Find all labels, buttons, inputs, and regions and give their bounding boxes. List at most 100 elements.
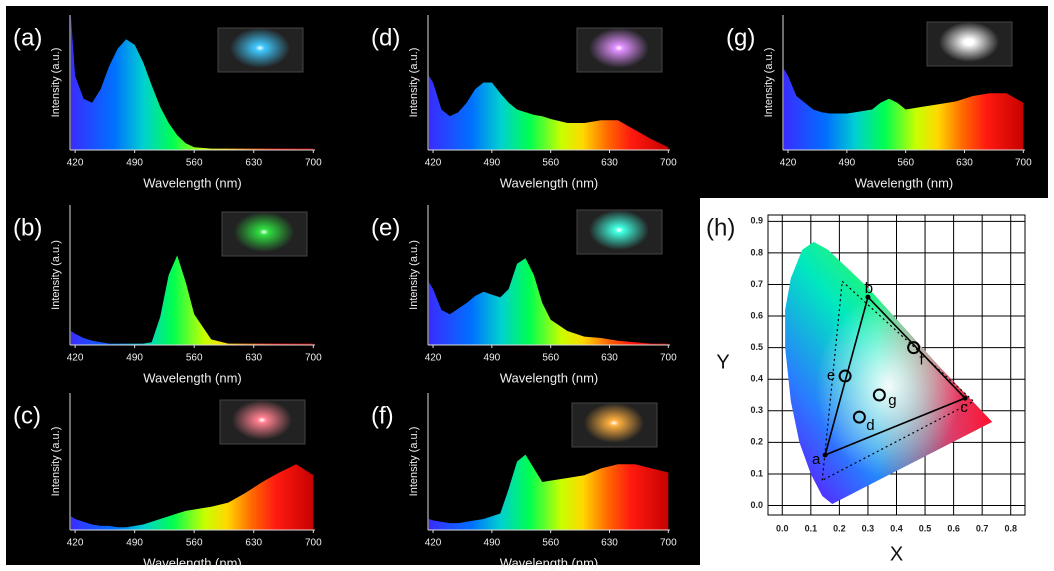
x-axis-title: Wavelength (nm)	[500, 175, 599, 190]
spectrum-area	[783, 69, 1024, 150]
y-tick-label: 0.8	[750, 247, 763, 257]
y-tick-label: 0.0	[750, 500, 763, 510]
data-point	[872, 388, 886, 402]
spectrum-area	[428, 454, 669, 530]
spectrum-area	[70, 15, 314, 150]
x-tick-label: 630	[601, 538, 618, 549]
point-label: c	[960, 399, 968, 416]
x-tick-label: 0.8	[1004, 523, 1017, 533]
x-tick-label: 630	[245, 353, 262, 364]
x-tick-label: 560	[542, 353, 559, 364]
point-label: f	[920, 352, 925, 369]
x-tick-label: 490	[484, 538, 501, 549]
inset-glow	[230, 28, 290, 68]
x-tick-label: 490	[484, 353, 501, 364]
x-axis-title: Wavelength (nm)	[143, 555, 242, 570]
y-axis-title: Intensity (a.u.)	[763, 48, 775, 118]
x-tick-label: 560	[186, 158, 203, 169]
y-axis-title: Intensity (a.u.)	[50, 48, 62, 118]
x-tick-label: 700	[660, 353, 677, 364]
panel-label: (h)	[706, 214, 735, 241]
x-tick-label: 630	[956, 158, 973, 169]
x-tick-label: 490	[126, 538, 143, 549]
x-tick-label: 490	[126, 353, 143, 364]
data-point	[838, 369, 852, 383]
x-tick-label: 490	[484, 158, 501, 169]
x-axis-title: Wavelength (nm)	[500, 555, 599, 570]
x-tick-label: 700	[305, 158, 322, 169]
x-tick-label: 630	[245, 538, 262, 549]
x-tick-label: 490	[839, 158, 856, 169]
y-tick-label: 0.7	[750, 279, 763, 289]
panel-label: (d)	[371, 24, 400, 51]
x-tick-label: 0.7	[976, 523, 989, 533]
y-tick-label: 0.9	[750, 216, 763, 226]
spectrum-area	[70, 464, 314, 530]
point-label: b	[865, 280, 873, 297]
inset-glow	[232, 400, 292, 440]
panel-label: (a)	[13, 24, 42, 51]
x-axis-title: Wavelength (nm)	[855, 175, 954, 190]
x-tick-label: 490	[126, 158, 143, 169]
y-tick-label: 0.5	[750, 342, 763, 352]
inset-glow	[939, 22, 999, 62]
x-tick-label: 560	[186, 538, 203, 549]
y-axis-title: Intensity (a.u.)	[50, 427, 62, 497]
data-point	[822, 452, 828, 458]
x-tick-label: 420	[67, 353, 84, 364]
point-label: g	[888, 392, 896, 409]
inset-glow	[589, 28, 649, 68]
y-axis-title: Intensity (a.u.)	[408, 427, 420, 497]
x-tick-label: 560	[542, 158, 559, 169]
y-axis-title: Intensity (a.u.)	[408, 240, 420, 310]
y-tick-label: 0.4	[750, 374, 763, 384]
y-axis-title: Y	[716, 352, 729, 374]
x-tick-label: 700	[305, 353, 322, 364]
point-label: e	[827, 367, 835, 384]
x-tick-label: 560	[186, 353, 203, 364]
panel-label: (g)	[726, 24, 755, 51]
x-tick-label: 0.3	[862, 523, 875, 533]
panel-label: (f)	[371, 402, 394, 429]
spectrum-area	[70, 255, 314, 345]
inset-glow	[584, 403, 644, 443]
x-tick-label: 0.2	[833, 523, 846, 533]
x-tick-label: 560	[897, 158, 914, 169]
y-tick-label: 0.6	[750, 310, 763, 320]
y-tick-label: 0.2	[750, 437, 763, 447]
spectrum-area	[428, 75, 669, 150]
data-point	[852, 410, 866, 424]
x-tick-label: 700	[660, 158, 677, 169]
x-tick-label: 700	[660, 538, 677, 549]
x-axis-title: Wavelength (nm)	[500, 370, 599, 385]
x-tick-label: 0.0	[776, 523, 789, 533]
spectrum-area	[428, 258, 669, 345]
x-tick-label: 0.5	[919, 523, 932, 533]
x-axis-title: Wavelength (nm)	[143, 175, 242, 190]
x-tick-label: 630	[601, 158, 618, 169]
x-axis-title: X	[890, 543, 903, 565]
x-tick-label: 420	[425, 353, 442, 364]
x-tick-label: 560	[542, 538, 559, 549]
x-tick-label: 420	[425, 158, 442, 169]
data-point	[865, 294, 871, 300]
cie-locus	[785, 241, 993, 504]
data-point	[907, 341, 921, 355]
inset-glow	[234, 212, 294, 252]
inset-glow	[589, 210, 649, 250]
point-label: a	[812, 451, 821, 468]
point-label: d	[866, 417, 874, 434]
x-tick-label: 420	[67, 538, 84, 549]
x-tick-label: 0.1	[805, 523, 818, 533]
x-tick-label: 700	[1015, 158, 1032, 169]
x-tick-label: 630	[601, 353, 618, 364]
panel-label: (e)	[371, 214, 400, 241]
x-tick-label: 630	[245, 158, 262, 169]
y-tick-label: 0.3	[750, 405, 763, 415]
x-tick-label: 0.6	[947, 523, 960, 533]
data-point	[962, 395, 968, 401]
x-tick-label: 420	[780, 158, 797, 169]
x-axis-title: Wavelength (nm)	[143, 370, 242, 385]
